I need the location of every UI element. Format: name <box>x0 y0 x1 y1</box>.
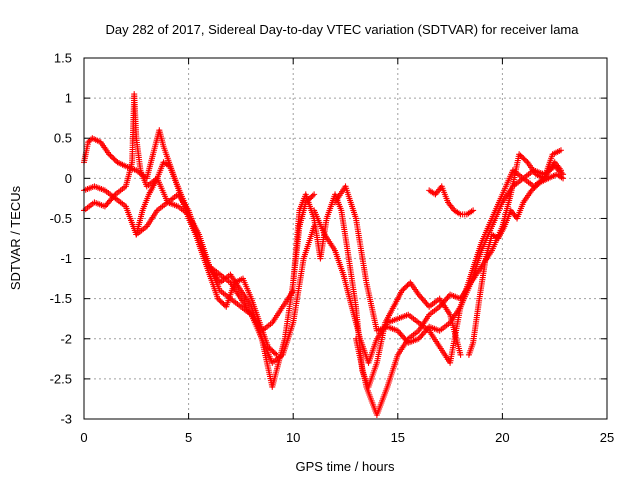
data-point <box>106 151 113 158</box>
data-point <box>531 184 538 191</box>
data-point <box>470 207 477 214</box>
data-point <box>521 156 528 163</box>
data-point <box>457 351 464 358</box>
data-point <box>530 186 537 193</box>
x-tick-label: 20 <box>495 430 509 445</box>
data-point <box>266 345 273 352</box>
data-point <box>520 155 527 162</box>
x-tick-label: 10 <box>286 430 300 445</box>
tick-marks <box>83 57 608 420</box>
x-axis-title: GPS time / hours <box>296 459 395 474</box>
y-tick-label: -2.5 <box>50 371 72 386</box>
data-point <box>311 191 318 198</box>
data-point <box>532 183 539 190</box>
data-point <box>113 157 120 164</box>
data-point <box>523 157 530 164</box>
data-point <box>111 156 118 163</box>
y-axis-title: SDTVAR / TECUs <box>8 185 23 290</box>
data-point <box>400 286 407 293</box>
y-tick-label: 1.5 <box>54 51 72 66</box>
data-point <box>551 163 558 170</box>
chart-title: Day 282 of 2017, Sidereal Day-to-day VTE… <box>105 22 579 37</box>
data-point <box>528 187 535 194</box>
data-point <box>401 284 408 291</box>
y-tick-label: -1.5 <box>50 291 72 306</box>
data-point <box>85 139 92 146</box>
data-point <box>217 298 224 305</box>
data-point <box>517 152 524 159</box>
plot-frame <box>83 57 608 420</box>
x-tick-label: 5 <box>185 430 192 445</box>
series-track-9 <box>426 183 477 218</box>
data-point <box>110 155 117 162</box>
data-point <box>534 182 541 189</box>
y-tick-label: 1 <box>65 91 72 106</box>
data-point <box>309 192 316 199</box>
y-tick-label: -3 <box>60 412 72 427</box>
x-tick-label: 25 <box>600 430 614 445</box>
data-point <box>518 153 525 160</box>
data-point <box>107 152 114 159</box>
data-point <box>398 287 405 294</box>
data-point <box>267 346 274 353</box>
x-tick-label: 0 <box>80 430 87 445</box>
data-point <box>553 164 560 171</box>
data-point <box>214 295 221 302</box>
y-tick-label: -0.5 <box>50 211 72 226</box>
series-track-8 <box>352 147 564 418</box>
series-track-4 <box>133 159 280 358</box>
data-point <box>265 343 272 350</box>
y-tick-label: -1 <box>60 251 72 266</box>
data-point <box>219 299 226 306</box>
data-point <box>273 351 280 358</box>
data-point <box>555 167 562 174</box>
data-point <box>557 147 564 154</box>
x-tick-label: 15 <box>391 430 405 445</box>
data-point <box>108 153 115 160</box>
data-point <box>554 165 561 172</box>
data-point <box>216 297 223 304</box>
y-tick-labels: -3 -2.5 -2 -1.5 -1 -0.5 0 0.5 1 1.5 <box>50 51 72 427</box>
data-point <box>272 350 279 357</box>
series-track-10 <box>465 171 567 358</box>
data-point <box>270 349 277 356</box>
y-tick-label: 0 <box>65 171 72 186</box>
x-tick-labels: 0 5 10 15 20 25 <box>80 430 614 445</box>
grid <box>84 58 607 419</box>
data-point <box>404 282 411 289</box>
data-point <box>560 175 567 182</box>
data-point <box>86 137 93 144</box>
series-track-5 <box>290 191 464 390</box>
data-point <box>220 301 227 308</box>
data-point <box>535 180 542 187</box>
y-tick-label: 0.5 <box>54 131 72 146</box>
data-point <box>403 283 410 290</box>
data-points <box>81 91 567 418</box>
data-point <box>516 151 523 158</box>
data-point <box>269 347 276 354</box>
data-point <box>308 194 315 201</box>
y-tick-label: -2 <box>60 331 72 346</box>
